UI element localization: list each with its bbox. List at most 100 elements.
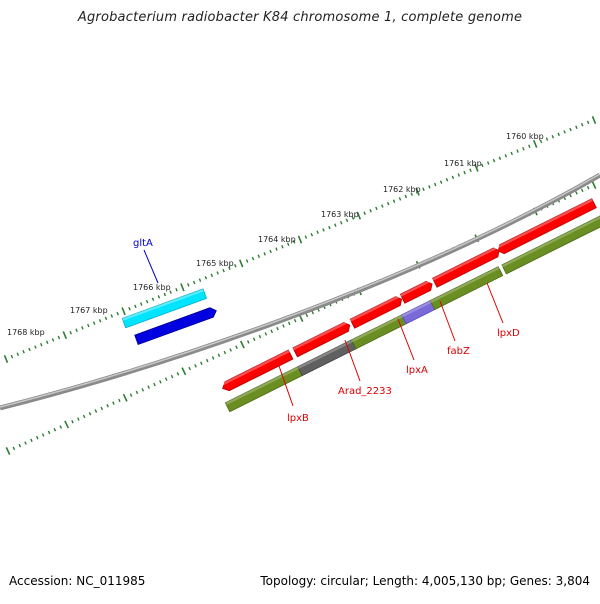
outer-ruler-minor-tick — [539, 139, 543, 144]
olive-track — [224, 215, 600, 413]
outer-ruler-major-tick — [415, 187, 420, 196]
outer-ruler — [3, 115, 597, 364]
outer-ruler-major-tick — [474, 163, 479, 172]
outer-ruler-minor-tick — [210, 273, 214, 278]
inner-ruler-minor-tick — [235, 345, 238, 349]
inner-ruler-minor-tick — [88, 412, 92, 416]
ruler-label-1764: 1764 kbp — [258, 235, 296, 244]
ruler-labels: 1760 kbp 1761 kbp 1762 kbp 1763 kbp 1764… — [7, 132, 544, 337]
gene-label-lpxA[interactable]: lpxA — [406, 365, 428, 376]
inner-ruler-minor-tick — [569, 193, 572, 198]
outer-ruler-minor-tick — [545, 137, 549, 141]
outer-ruler-minor-tick — [204, 276, 208, 280]
gene-arrow-lpxb[interactable] — [220, 349, 294, 393]
outer-ruler-minor-tick — [139, 302, 143, 306]
gene-labels: gltA lpxB Arad_2233 lpxA fabZ lpxD — [133, 238, 520, 424]
outer-ruler-minor-tick — [369, 209, 372, 213]
outer-ruler-minor-tick — [563, 130, 566, 134]
genome-summary-text: Topology: circular; Length: 4,005,130 bp… — [260, 574, 590, 588]
inner-ruler-minor-tick — [264, 332, 268, 336]
outer-ruler-minor-tick — [251, 256, 255, 261]
outer-ruler-minor-tick — [175, 287, 178, 292]
outer-ruler-major-tick — [62, 331, 68, 340]
outer-ruler-minor-tick — [57, 335, 61, 340]
outer-ruler-minor-tick — [40, 342, 43, 347]
outer-ruler-minor-tick — [269, 249, 272, 254]
outer-ruler-minor-tick — [75, 328, 78, 333]
ruler-label-1768: 1768 kbp — [7, 328, 45, 337]
outer-ruler-minor-tick — [363, 211, 366, 215]
outer-ruler-minor-tick — [69, 330, 72, 335]
inner-ruler-minor-tick — [586, 185, 590, 190]
gene-label-lpxD[interactable]: lpxD — [497, 328, 520, 339]
outer-ruler-minor-tick — [569, 127, 572, 132]
inner-ruler-minor-tick — [35, 435, 39, 440]
red-gene-track — [220, 198, 597, 393]
outer-ruler-minor-tick — [81, 326, 84, 330]
outer-ruler-minor-tick — [245, 259, 249, 263]
inner-ruler-minor-tick — [170, 374, 174, 379]
purple-segment-fabz[interactable] — [401, 300, 436, 325]
inner-ruler-minor-tick — [106, 404, 109, 408]
outer-ruler-minor-tick — [345, 218, 349, 223]
inner-ruler-minor-tick — [223, 350, 227, 355]
ruler-label-1765: 1765 kbp — [196, 259, 234, 268]
outer-ruler-minor-tick — [551, 134, 555, 139]
inner-ruler-minor-tick — [229, 348, 232, 352]
outer-ruler-minor-tick — [398, 197, 402, 201]
inner-ruler-major-tick — [64, 420, 70, 429]
ruler-label-1762: 1762 kbp — [383, 185, 421, 194]
outer-ruler-minor-tick — [228, 266, 231, 270]
gene-arrow-next[interactable] — [496, 198, 597, 256]
inner-ruler-minor-tick — [147, 385, 150, 389]
outer-ruler-minor-tick — [522, 146, 525, 151]
outer-ruler-minor-tick — [422, 187, 425, 192]
gene-cyan-gltA[interactable] — [121, 288, 207, 329]
outer-ruler-major-tick — [180, 283, 185, 292]
inner-ruler-minor-tick — [77, 417, 80, 421]
outer-ruler-minor-tick — [145, 299, 149, 304]
gene-arrow-blue[interactable] — [134, 306, 218, 346]
inner-ruler-minor-tick — [580, 188, 584, 193]
gltA-features — [121, 288, 218, 346]
inner-ruler-minor-tick — [30, 438, 33, 443]
outer-ruler-minor-tick — [580, 123, 584, 127]
gene-label-fabZ[interactable]: fabZ — [447, 346, 470, 357]
outer-ruler-major-tick — [3, 354, 9, 364]
outer-ruler-major-tick — [532, 139, 538, 148]
outer-ruler-minor-tick — [481, 163, 484, 168]
outer-ruler-minor-tick — [187, 283, 190, 287]
outer-ruler-minor-tick — [169, 290, 172, 294]
gene-label-gltA[interactable]: gltA — [133, 238, 153, 249]
gene-label-lpxB[interactable]: lpxB — [287, 413, 309, 424]
outer-ruler-minor-tick — [375, 206, 378, 211]
outer-ruler-minor-tick — [110, 314, 114, 318]
gene-arrow-fabz[interactable] — [399, 280, 434, 304]
gene-label-arad2233[interactable]: Arad_2233 — [338, 386, 392, 397]
gene-arrow-lpxa[interactable] — [349, 295, 404, 329]
outer-ruler-minor-tick — [469, 168, 472, 172]
inner-ruler-minor-tick — [59, 425, 63, 429]
outer-ruler-minor-tick — [351, 216, 355, 220]
outer-ruler-minor-tick — [410, 192, 413, 196]
outer-ruler-minor-tick — [457, 173, 461, 177]
ruler-label-1761: 1761 kbp — [444, 159, 482, 168]
outer-ruler-minor-tick — [151, 297, 155, 301]
inner-ruler-minor-tick — [47, 430, 51, 435]
outer-ruler-minor-tick — [451, 175, 455, 180]
inner-ruler-major-tick — [591, 181, 597, 189]
olive-segment-4[interactable] — [501, 215, 600, 275]
outer-ruler-minor-tick — [257, 254, 261, 258]
inner-ruler-minor-tick — [135, 390, 139, 395]
outer-ruler-minor-tick — [322, 228, 325, 232]
inner-ruler-minor-tick — [211, 356, 215, 360]
outer-ruler-minor-tick — [98, 319, 102, 323]
outer-ruler-minor-tick — [28, 347, 31, 352]
inner-ruler-minor-tick — [12, 446, 16, 451]
outer-ruler-minor-tick — [492, 158, 496, 163]
inner-ruler-minor-tick — [153, 382, 156, 387]
gene-arrow-lpxd[interactable] — [431, 246, 502, 288]
outer-ruler-minor-tick — [498, 156, 502, 160]
olive-segment-3[interactable] — [429, 266, 504, 311]
gene-arrow-arad2233[interactable] — [292, 321, 352, 358]
